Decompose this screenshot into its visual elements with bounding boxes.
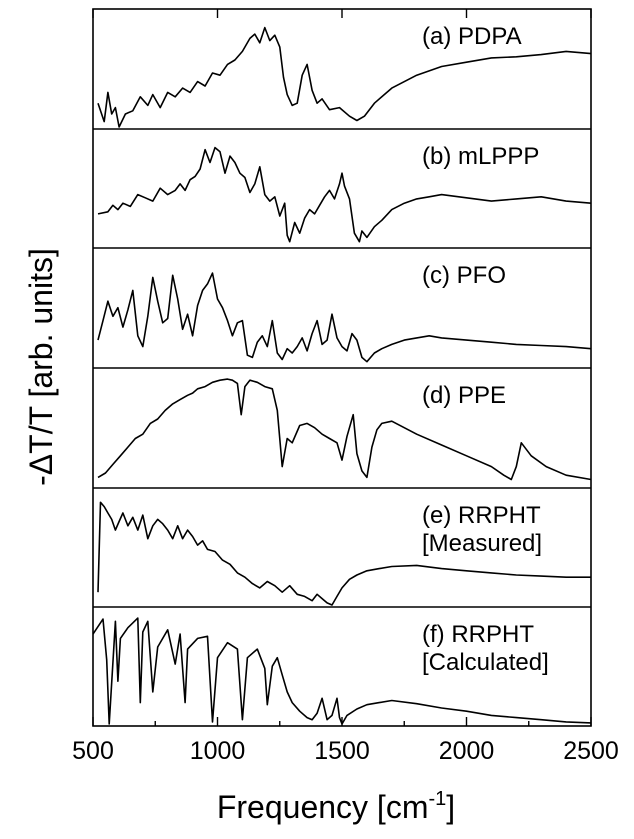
series-line [97,272,592,363]
panel-label: (e) RRPHT [422,502,541,529]
panel-label: [Calculated] [422,649,549,676]
panel-label: (b) mLPPP [422,143,539,170]
series-line [97,378,592,481]
panel-labels: (a) PDPA (b) mLPPP (c) PFO (d) PPE (e) RRPHT… [422,23,549,676]
series-line [97,501,591,606]
y-axis-title: -ΔT/T [arb. units] [23,248,59,486]
series-line [92,617,592,725]
x-axis: 500 1000 1500 2000 2500 [72,9,619,765]
x-tick-label: 1000 [190,737,246,765]
x-tick-label: 1500 [314,737,370,765]
series-line [97,146,592,243]
series-traces [92,26,592,725]
x-axis-title: Frequency [cm-1] [217,788,455,825]
series-line [97,26,592,128]
panel-label: (c) PFO [422,262,506,289]
x-tick-label: 2500 [563,737,619,765]
panel-label: (a) PDPA [422,23,522,50]
x-tick-label: 2000 [439,737,495,765]
panel-label: [Measured] [422,530,542,557]
x-axis-title-main: Frequency [cm [217,789,429,825]
x-tick-label: 500 [72,737,114,765]
panel-dividers [93,128,591,608]
panel-label: (d) PPE [422,382,506,409]
x-axis-title-superscript: -1 [428,788,446,810]
x-axis-title-end: ] [446,789,455,825]
panel-label: (f) RRPHT [422,621,534,648]
